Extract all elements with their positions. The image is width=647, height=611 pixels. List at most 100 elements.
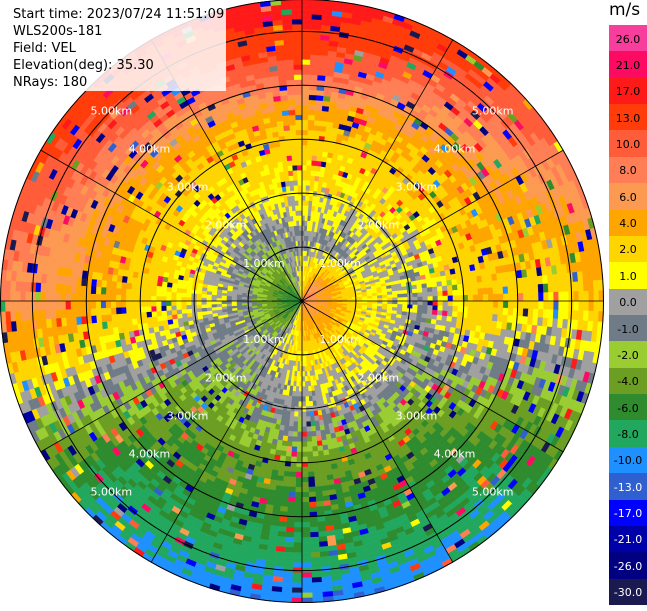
velocity-gate xyxy=(554,292,559,301)
velocity-gate xyxy=(452,317,458,323)
velocity-gate xyxy=(302,165,307,170)
velocity-gate xyxy=(402,294,407,298)
velocity-gate xyxy=(533,301,538,309)
velocity-gate xyxy=(468,307,473,313)
velocity-gate xyxy=(523,285,529,293)
velocity-gate xyxy=(397,291,402,295)
velocity-gate xyxy=(315,105,322,111)
velocity-gate xyxy=(448,301,453,306)
velocity-gate xyxy=(428,305,433,310)
velocity-gate xyxy=(549,301,554,310)
velocity-gate xyxy=(448,306,453,311)
velocity-gate xyxy=(478,301,483,307)
velocity-gate xyxy=(473,301,478,307)
velocity-gate xyxy=(302,125,308,130)
velocity-gate xyxy=(352,297,357,299)
velocity-gate xyxy=(548,283,554,292)
velocity-gate xyxy=(549,292,554,301)
velocity-gate xyxy=(319,55,328,61)
velocity-gate xyxy=(372,296,377,299)
velocity-gate xyxy=(537,318,543,327)
velocity-gate xyxy=(314,125,321,131)
velocity-gate xyxy=(467,277,473,283)
velocity-gate xyxy=(578,281,584,291)
velocity-gate xyxy=(319,131,325,137)
velocity-gate xyxy=(458,295,463,301)
velocity-gate xyxy=(532,317,538,326)
velocity-gate xyxy=(383,301,388,304)
velocity-gate xyxy=(472,283,478,290)
velocity-gate xyxy=(527,317,533,325)
velocity-gate xyxy=(522,277,528,285)
velocity-gate xyxy=(388,298,393,301)
velocity-gate xyxy=(387,295,392,298)
velocity-gate xyxy=(310,75,318,81)
velocity-gate xyxy=(442,286,447,292)
velocity-gate xyxy=(402,286,407,290)
velocity-gate xyxy=(427,310,432,315)
velocity-gate xyxy=(589,291,594,301)
velocity-gate xyxy=(302,145,307,150)
velocity-gate xyxy=(437,315,443,320)
velocity-gate xyxy=(493,294,498,301)
velocity-gate xyxy=(423,305,428,310)
velocity-gate xyxy=(398,298,403,302)
velocity-gate xyxy=(309,110,316,115)
velocity-gate xyxy=(517,316,523,324)
velocity-gate xyxy=(573,282,579,292)
velocity-gate xyxy=(312,160,317,165)
velocity-gate xyxy=(457,279,463,285)
velocity-gate xyxy=(311,45,320,50)
velocity-gate xyxy=(508,308,513,316)
velocity-gate xyxy=(477,282,483,289)
velocity-gate xyxy=(498,287,503,294)
velocity-gate xyxy=(393,301,398,304)
velocity-gate xyxy=(503,287,508,294)
velocity-gate xyxy=(507,315,513,323)
velocity-gate xyxy=(387,292,392,296)
velocity-gate xyxy=(302,175,306,180)
velocity-gate xyxy=(403,301,408,305)
velocity-gate xyxy=(583,281,589,291)
velocity-gate xyxy=(308,120,315,125)
velocity-gate xyxy=(311,171,316,176)
velocity-gate xyxy=(311,165,316,171)
velocity-gate xyxy=(442,311,447,317)
velocity-gate xyxy=(412,289,417,293)
velocity-gate xyxy=(302,59,310,64)
velocity-gate xyxy=(317,151,323,157)
velocity-gate xyxy=(315,110,322,116)
velocity-gate xyxy=(309,95,316,100)
velocity-gate xyxy=(319,60,328,66)
velocity-gate xyxy=(308,130,314,135)
velocity-gate xyxy=(472,277,478,284)
velocity-gate xyxy=(310,55,319,61)
velocity-gate xyxy=(564,292,569,301)
velocity-gate xyxy=(397,304,402,308)
velocity-gate xyxy=(589,301,594,311)
velocity-gate xyxy=(317,80,325,86)
velocity-gate xyxy=(523,309,529,317)
velocity-gate xyxy=(316,90,324,96)
velocity-gate xyxy=(498,294,503,301)
velocity-gate xyxy=(306,170,311,175)
velocity-gate xyxy=(538,284,544,293)
velocity-gate xyxy=(305,200,309,205)
velocity-gate xyxy=(302,90,309,95)
velocity-gate xyxy=(594,301,599,311)
velocity-gate xyxy=(393,298,398,301)
velocity-gate xyxy=(318,146,324,152)
velocity-gate xyxy=(438,301,443,306)
velocity-gate xyxy=(528,285,534,293)
velocity-gate xyxy=(473,289,478,295)
velocity-gate xyxy=(458,290,463,296)
velocity-gate xyxy=(310,60,319,66)
velocity-gate xyxy=(302,110,309,115)
velocity-gate xyxy=(316,161,321,167)
velocity-gate xyxy=(447,280,453,286)
velocity-gate xyxy=(437,286,442,291)
velocity-gate xyxy=(579,291,584,301)
velocity-gate xyxy=(437,311,442,316)
velocity-gate xyxy=(313,145,319,151)
